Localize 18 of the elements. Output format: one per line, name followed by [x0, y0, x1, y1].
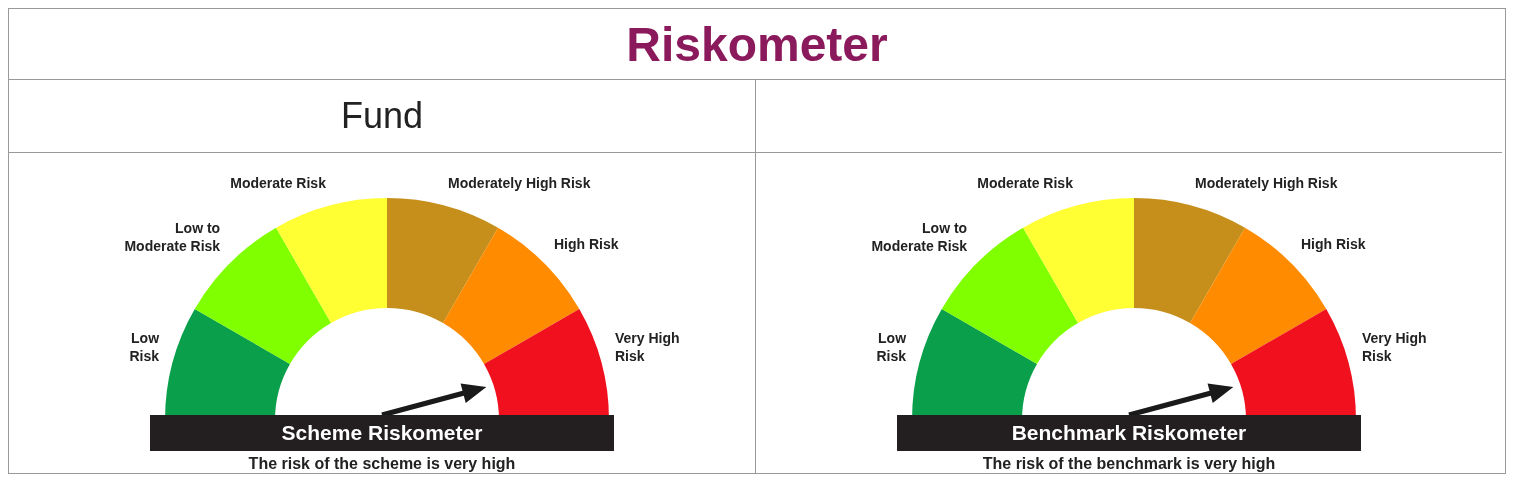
chart-subtitle: Fund — [340, 95, 424, 137]
slice-label: Very High Risk — [1361, 329, 1427, 364]
text: Benchmark Riskometer — [1011, 421, 1247, 445]
slice-label: Low to Moderate Risk — [124, 220, 221, 255]
slice-label: Low to Moderate Risk — [871, 220, 968, 255]
text: The risk of the benchmark is very high — [981, 455, 1277, 473]
slice-label: Moderate Risk — [977, 175, 1074, 192]
slice-label: Moderate Risk — [230, 175, 327, 192]
slice-label: Moderately High Risk — [448, 175, 591, 192]
chart-title: Riskometer — [626, 16, 888, 72]
slice-label: Very High Risk — [614, 329, 680, 364]
slice-label: Low Risk — [876, 329, 907, 364]
slice-label: High Risk — [553, 236, 619, 253]
slice-label: Low Risk — [129, 329, 160, 364]
slice-label: Moderately High Risk — [1195, 175, 1338, 192]
text: Scheme Riskometer — [281, 421, 483, 445]
text: The risk of the scheme is very high — [247, 455, 517, 473]
slice-label: High Risk — [1300, 236, 1366, 253]
